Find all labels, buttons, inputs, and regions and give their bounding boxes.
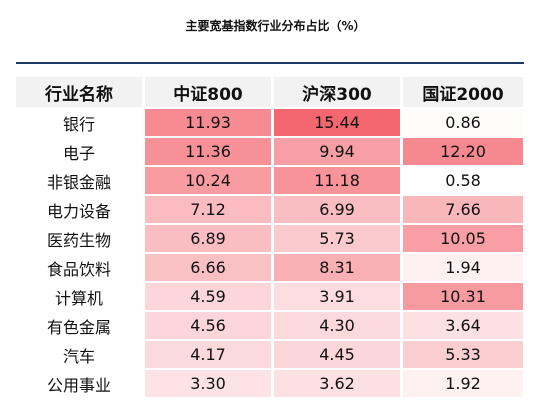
heatmap-cell: 10.05 — [403, 225, 526, 254]
chart-title: 主要宽基指数行业分布占比（%） — [185, 19, 366, 33]
row-label: 公用事业 — [16, 370, 145, 399]
table-row: 电力设备 7.12 6.99 7.66 — [16, 196, 526, 225]
heatmap-cell: 1.94 — [403, 254, 526, 283]
table-row: 电子 11.36 9.94 12.20 — [16, 138, 526, 167]
heatmap-cell: 5.73 — [274, 225, 403, 254]
heatmap-cell: 4.56 — [145, 312, 274, 341]
heatmap-cell: 4.45 — [274, 341, 403, 370]
row-label: 电力设备 — [16, 196, 145, 225]
table-row: 医药生物 6.89 5.73 10.05 — [16, 225, 526, 254]
heatmap-cell: 4.17 — [145, 341, 274, 370]
heatmap-cell: 11.36 — [145, 138, 274, 167]
table-row: 汽车 4.17 4.45 5.33 — [16, 341, 526, 370]
heatmap-cell: 15.44 — [274, 109, 403, 138]
table-row: 有色金属 4.56 4.30 3.64 — [16, 312, 526, 341]
table-row: 公用事业 3.30 3.62 1.92 — [16, 370, 526, 399]
row-label: 食品饮料 — [16, 254, 145, 283]
heatmap-cell: 3.64 — [403, 312, 526, 341]
table-row: 银行 11.93 15.44 0.86 — [16, 109, 526, 138]
heatmap-cell: 3.30 — [145, 370, 274, 399]
column-header: 中证800 — [145, 77, 274, 109]
heatmap-cell: 6.66 — [145, 254, 274, 283]
heatmap-cell: 8.31 — [274, 254, 403, 283]
heatmap-cell: 5.33 — [403, 341, 526, 370]
heatmap-cell: 4.59 — [145, 283, 274, 312]
table-row: 计算机 4.59 3.91 10.31 — [16, 283, 526, 312]
row-label: 电子 — [16, 138, 145, 167]
row-label: 银行 — [16, 109, 145, 138]
header-row: 行业名称 中证800 沪深300 国证2000 — [16, 77, 526, 109]
heatmap-cell: 0.58 — [403, 167, 526, 196]
row-label: 计算机 — [16, 283, 145, 312]
heatmap-cell: 4.30 — [274, 312, 403, 341]
heatmap-cell: 6.89 — [145, 225, 274, 254]
heatmap-cell: 3.91 — [274, 283, 403, 312]
row-label: 汽车 — [16, 341, 145, 370]
heatmap-cell: 6.99 — [274, 196, 403, 225]
table-row: 非银金融 10.24 11.18 0.58 — [16, 167, 526, 196]
row-label: 非银金融 — [16, 167, 145, 196]
heatmap-cell: 10.31 — [403, 283, 526, 312]
heatmap-table: 行业名称 中证800 沪深300 国证2000 银行 11.93 15.44 0.86… — [16, 77, 526, 399]
title-divider — [16, 62, 524, 64]
row-label: 医药生物 — [16, 225, 145, 254]
column-header: 国证2000 — [403, 77, 526, 109]
heatmap-cell: 7.12 — [145, 196, 274, 225]
heatmap-cell: 11.18 — [274, 167, 403, 196]
heatmap-cell: 7.66 — [403, 196, 526, 225]
row-label: 有色金属 — [16, 312, 145, 341]
heatmap-cell: 1.92 — [403, 370, 526, 399]
table-row: 食品饮料 6.66 8.31 1.94 — [16, 254, 526, 283]
heatmap-cell: 12.20 — [403, 138, 526, 167]
heatmap-cell: 11.93 — [145, 109, 274, 138]
heatmap-cell: 0.86 — [403, 109, 526, 138]
column-header: 沪深300 — [274, 77, 403, 109]
row-header-label: 行业名称 — [16, 77, 145, 109]
heatmap-cell: 3.62 — [274, 370, 403, 399]
heatmap-cell: 9.94 — [274, 138, 403, 167]
heatmap-cell: 10.24 — [145, 167, 274, 196]
